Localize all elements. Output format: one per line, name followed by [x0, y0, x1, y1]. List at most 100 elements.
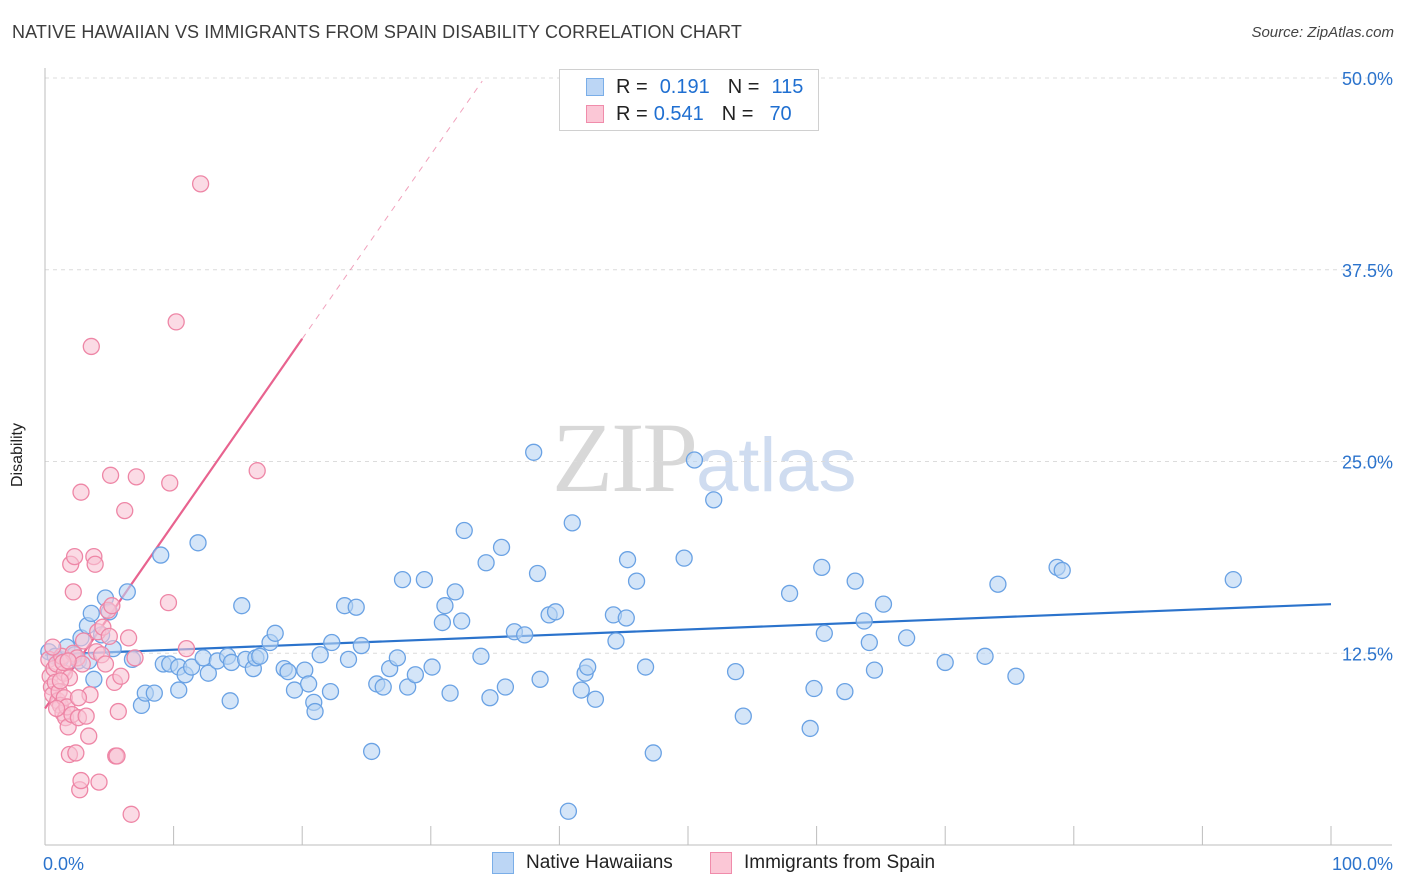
source-label: Source: ZipAtlas.com — [1251, 24, 1394, 41]
immigrants-from-spain-point — [119, 629, 138, 647]
legend-n-value: 115 — [771, 75, 804, 98]
native-hawaiian-point — [531, 670, 549, 688]
native-hawaiian-point — [347, 598, 365, 616]
native-hawaiian-point — [199, 664, 217, 682]
native-hawaiian-point — [189, 534, 207, 552]
legend-n-label: N = — [727, 75, 760, 98]
immigrants-from-spain-point — [72, 771, 90, 790]
immigrants-from-spain-point — [177, 639, 196, 658]
legend-n-value: 70 — [769, 102, 792, 125]
native-hawaiian-point — [546, 603, 565, 621]
immigrants-from-spain-point — [74, 632, 93, 650]
immigrants-from-spain-point — [100, 627, 118, 646]
native-hawaiian-point — [1053, 561, 1071, 580]
legend-r-value: 0.541 — [653, 102, 704, 125]
native-hawaiian-point — [285, 681, 304, 699]
native-hawaiian-point — [222, 653, 241, 672]
native-hawaiian-point — [436, 597, 454, 615]
immigrants-from-spain-point — [116, 501, 134, 520]
trend-lines — [44, 80, 1332, 710]
native-hawaiian-point — [492, 538, 511, 557]
y-tick-label: 37.5% — [1342, 261, 1393, 281]
legend: R = 0.191 N = 115 R = 0.541 N = 70 — [559, 69, 819, 131]
immigrants-from-spain-point — [82, 337, 100, 356]
series-immigrants-from-spain — [40, 175, 266, 823]
immigrants-from-spain-point — [44, 638, 62, 656]
native-hawaiian-point — [559, 802, 578, 820]
native-hawaiian-point — [194, 649, 212, 667]
bottom-legend-swatch-blue — [492, 852, 514, 874]
native-hawaiian-point — [636, 658, 655, 676]
native-hawaiian-point — [836, 682, 854, 701]
native-hawaiian-point — [441, 684, 459, 702]
native-hawaiian-point — [362, 742, 381, 761]
native-hawaiian-point — [266, 624, 284, 642]
immigrants-from-spain-point — [65, 547, 84, 566]
native-hawaiian-point — [860, 633, 878, 652]
native-hawaiian-point — [477, 554, 495, 572]
immigrants-from-spain-point — [167, 313, 185, 331]
native-hawaiian-point — [323, 633, 341, 652]
native-hawaiian-point — [627, 572, 646, 590]
native-hawaiian-point — [321, 682, 340, 701]
legend-r-label: R = — [616, 102, 648, 125]
native-hawaiian-point — [233, 597, 251, 615]
immigrants-from-spain-point — [127, 468, 145, 486]
native-hawaiian-point — [388, 649, 407, 667]
legend-r-value: 0.191 — [659, 75, 710, 98]
legend-row-native-hawaiians: R = 0.191 N = 115 — [586, 75, 803, 99]
bottom-legend-label: Native Hawaiians — [526, 852, 673, 873]
immigrants-from-spain-point — [101, 466, 120, 484]
native-hawaiian-point — [472, 647, 490, 665]
immigrants-from-spain-point — [86, 555, 104, 573]
native-hawaiian-point — [607, 632, 625, 650]
immigrants-from-spain-point — [69, 689, 88, 707]
native-hawaiian-point — [516, 626, 534, 644]
immigrants-from-spain-point — [64, 583, 82, 601]
immigrants-from-spain-point — [161, 474, 179, 492]
native-hawaiian-point — [815, 624, 833, 642]
immigrants-from-spain-point — [103, 597, 121, 615]
legend-r-label: R = — [616, 75, 648, 98]
immigrants-from-spain-point — [51, 672, 70, 690]
native-hawaiian-point — [734, 707, 752, 725]
native-hawaiian-point — [306, 702, 324, 721]
native-hawaiian-point — [675, 549, 693, 567]
immigrants-from-spain-point — [80, 727, 98, 745]
immigrants-from-spain-point — [96, 655, 115, 673]
series-native-hawaiians — [40, 443, 1242, 820]
native-hawaiian-point — [299, 675, 318, 693]
immigrants-from-spain-point — [126, 649, 144, 667]
bottom-legend-immigrants-from-spain: Immigrants from Spain — [710, 852, 935, 874]
native-hawaiian-point — [805, 679, 823, 698]
native-hawaiian-point — [618, 551, 637, 569]
axes — [44, 68, 1392, 846]
y-tick-label: 25.0% — [1342, 453, 1393, 473]
native-hawaiian-point — [897, 629, 916, 647]
gridlines — [45, 77, 1392, 654]
native-hawaiian-point — [82, 604, 100, 623]
immigrants-from-spain-point — [90, 773, 108, 791]
y-tick-label: 12.5% — [1342, 644, 1393, 664]
bottom-legend-native-hawaiians: Native Hawaiians — [492, 852, 673, 874]
native-hawaiian-point — [182, 658, 201, 676]
native-hawaiian-point — [989, 575, 1007, 593]
native-hawaiian-point — [1007, 667, 1025, 685]
native-hawaiian-point — [279, 663, 297, 681]
legend-n-label: N = — [721, 102, 754, 125]
immigrants-from-spain-point — [47, 699, 66, 718]
native-hawaiian-point — [374, 678, 392, 696]
native-hawaiian-point — [865, 661, 884, 679]
immigrants-from-spain-point — [191, 175, 210, 193]
native-hawaiian-point — [685, 451, 704, 469]
native-hawaiian-point — [528, 564, 547, 583]
native-hawaiian-point — [455, 521, 473, 540]
native-hawaiian-point — [481, 689, 499, 707]
native-hawaiian-point — [352, 636, 371, 655]
bottom-legend-swatch-pink — [710, 852, 732, 874]
immigrants-from-spain-point — [248, 462, 266, 480]
legend-row-immigrants-from-spain: R = 0.541 N = 70 — [586, 102, 792, 126]
native-hawaiian-point — [406, 666, 425, 684]
native-hawaiian-point — [339, 650, 358, 669]
tick-labels: 12.5% 25.0% 37.5% 50.0% 0.0% 100.0% — [43, 69, 1393, 874]
